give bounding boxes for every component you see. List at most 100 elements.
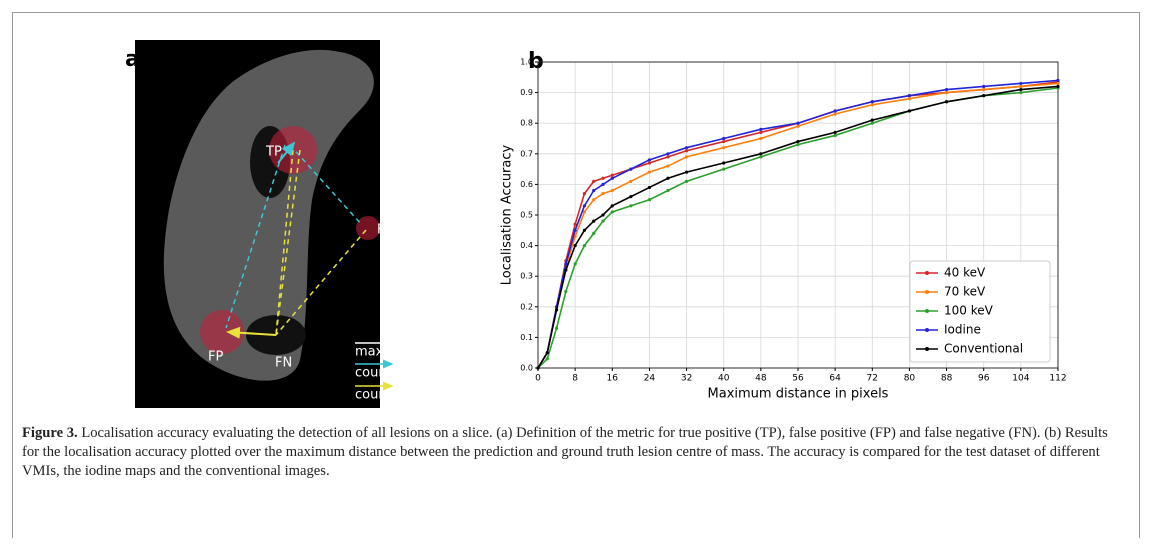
data-point — [833, 112, 837, 116]
y-tick-label: 0.2 — [520, 302, 533, 311]
data-point — [759, 136, 763, 141]
data-point — [545, 357, 549, 361]
x-tick-label: 72 — [867, 374, 878, 384]
data-point — [629, 204, 633, 208]
data-point — [601, 213, 605, 217]
legend-text: counted as correct — [355, 366, 476, 381]
data-point — [1056, 84, 1060, 89]
data-point — [545, 351, 549, 355]
data-point — [592, 198, 596, 202]
data-point — [629, 195, 633, 199]
data-point — [1019, 87, 1023, 92]
data-point — [647, 185, 652, 190]
x-axis-label: Maximum distance in pixels — [708, 387, 889, 402]
legend-text: max distance — [355, 345, 443, 360]
data-point — [610, 176, 614, 180]
x-tick-label: 112 — [1049, 374, 1066, 384]
data-point — [833, 133, 837, 138]
data-point — [759, 155, 763, 159]
data-point — [666, 176, 670, 180]
data-point — [554, 308, 559, 312]
data-point — [759, 152, 763, 156]
data-point — [722, 146, 726, 150]
data-point — [684, 179, 689, 183]
x-tick-label: 88 — [941, 374, 953, 384]
data-point — [610, 204, 614, 208]
legend-label: Iodine — [944, 323, 981, 337]
legend-box — [909, 260, 1051, 363]
data-point — [629, 167, 633, 171]
data-point — [1019, 84, 1023, 89]
data-point — [684, 155, 689, 159]
diagram: TP FP FP FN max distance counted as corr… — [135, 40, 476, 408]
data-point — [1056, 81, 1060, 86]
data-point — [982, 94, 986, 98]
data-point — [796, 124, 800, 128]
data-point — [647, 161, 652, 165]
data-point — [647, 158, 652, 162]
data-point — [666, 152, 670, 156]
y-tick-label: 1.0 — [520, 58, 533, 67]
prediction — [200, 310, 244, 354]
legend-label: 100 keV — [944, 304, 994, 318]
x-tick-label: 96 — [978, 374, 990, 384]
data-point — [629, 179, 633, 183]
data-point — [592, 179, 596, 183]
prediction — [356, 216, 380, 240]
legend-label: 40 keV — [944, 266, 986, 280]
data-point — [907, 109, 912, 113]
data-point — [601, 191, 605, 196]
data-point — [796, 121, 800, 125]
data-point — [573, 228, 577, 232]
data-point — [722, 139, 726, 144]
y-tick-label: 0.1 — [520, 333, 533, 342]
legend-text: counted as false — [355, 388, 462, 403]
data-point — [870, 121, 874, 125]
data-point — [982, 84, 986, 89]
data-point — [907, 94, 912, 98]
data-point — [582, 191, 587, 196]
data-point — [796, 139, 800, 144]
data-point — [833, 130, 837, 134]
data-point — [610, 188, 614, 193]
x-tick-label: 32 — [681, 374, 692, 384]
data-point — [870, 103, 874, 107]
x-tick-label: 64 — [829, 374, 841, 384]
arrow — [277, 141, 296, 164]
data-point — [564, 262, 568, 266]
data-point — [722, 161, 726, 165]
data-point — [592, 219, 596, 223]
data-point — [536, 366, 540, 370]
data-point — [684, 146, 689, 150]
legend-label: Conventional — [944, 342, 1023, 356]
marker-label: FN — [275, 356, 292, 371]
x-tick-label: 8 — [572, 374, 578, 384]
data-point — [601, 182, 605, 186]
legend-swatch — [925, 271, 929, 275]
data-point — [582, 210, 587, 214]
legend-swatch — [925, 328, 929, 332]
data-point — [833, 109, 837, 113]
y-tick-label: 0.7 — [520, 149, 533, 158]
legend-swatch — [925, 290, 929, 294]
data-point — [684, 170, 689, 174]
y-tick-label: 0.9 — [520, 88, 533, 97]
marker-label: TP — [265, 145, 282, 160]
data-point — [582, 244, 587, 248]
caption-text: Localisation accuracy evaluating the det… — [22, 425, 1108, 479]
y-axis-label: Localisation Accuracy — [500, 144, 515, 285]
data-point — [666, 155, 670, 159]
data-point — [666, 188, 670, 193]
x-tick-label: 16 — [607, 374, 619, 384]
data-point — [592, 188, 596, 193]
data-point — [684, 149, 689, 153]
data-point — [610, 173, 614, 177]
data-point — [944, 91, 949, 95]
data-point — [573, 262, 577, 266]
legend-swatch — [925, 309, 929, 313]
x-tick-label: 24 — [644, 374, 656, 384]
figure: a TP FP FP FN max distance counted as co… — [125, 40, 1067, 408]
x-tick-label: 0 — [535, 374, 541, 384]
data-point — [759, 130, 763, 134]
data-point — [647, 170, 652, 174]
